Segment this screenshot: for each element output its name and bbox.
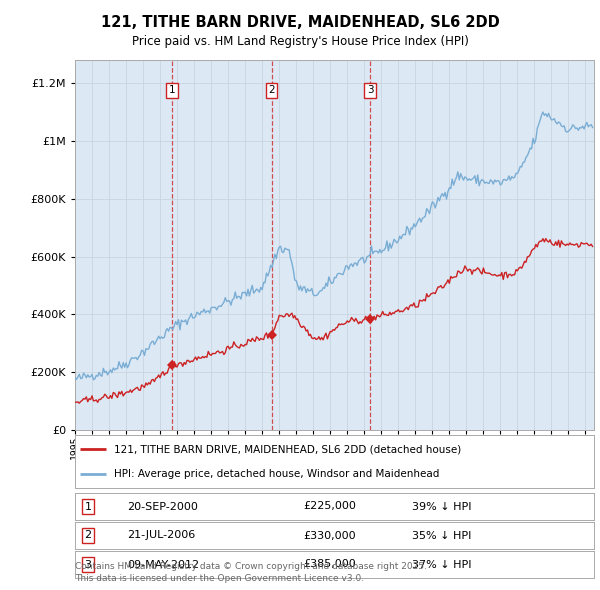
Text: 37% ↓ HPI: 37% ↓ HPI — [412, 559, 472, 569]
Text: 1: 1 — [169, 86, 176, 96]
Text: Price paid vs. HM Land Registry's House Price Index (HPI): Price paid vs. HM Land Registry's House … — [131, 35, 469, 48]
Text: 3: 3 — [85, 559, 91, 569]
Text: £385,000: £385,000 — [304, 559, 356, 569]
Text: £225,000: £225,000 — [304, 502, 356, 512]
Text: £330,000: £330,000 — [304, 530, 356, 540]
Text: HPI: Average price, detached house, Windsor and Maidenhead: HPI: Average price, detached house, Wind… — [114, 468, 439, 478]
Text: 20-SEP-2000: 20-SEP-2000 — [127, 502, 198, 512]
Text: 121, TITHE BARN DRIVE, MAIDENHEAD, SL6 2DD (detached house): 121, TITHE BARN DRIVE, MAIDENHEAD, SL6 2… — [114, 444, 461, 454]
Text: 2: 2 — [268, 86, 275, 96]
Text: 3: 3 — [367, 86, 374, 96]
Text: 121, TITHE BARN DRIVE, MAIDENHEAD, SL6 2DD: 121, TITHE BARN DRIVE, MAIDENHEAD, SL6 2… — [101, 15, 499, 30]
Text: 39% ↓ HPI: 39% ↓ HPI — [412, 502, 472, 512]
Text: Contains HM Land Registry data © Crown copyright and database right 2025.
This d: Contains HM Land Registry data © Crown c… — [75, 562, 427, 583]
Text: 09-MAY-2012: 09-MAY-2012 — [127, 559, 199, 569]
Text: 1: 1 — [85, 502, 91, 512]
Text: 21-JUL-2006: 21-JUL-2006 — [127, 530, 195, 540]
Text: 35% ↓ HPI: 35% ↓ HPI — [412, 530, 472, 540]
Text: 2: 2 — [85, 530, 92, 540]
